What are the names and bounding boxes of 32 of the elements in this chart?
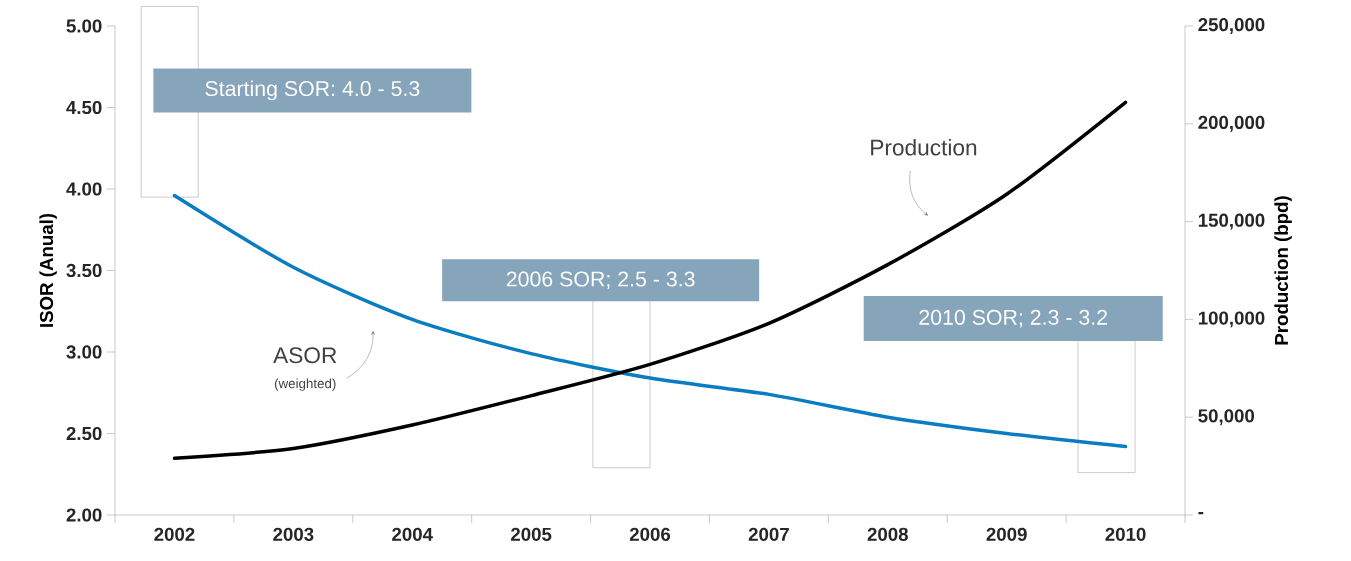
text: ASOR [273,347,337,364]
y-tick-label: 3.00 [66,345,102,359]
x-tick-label: 2008 [867,527,908,541]
line-series [172,100,1128,461]
annotation: 2010 SOR; 2.3 - 3.2 [919,309,1107,328]
x-tick-label: 2003 [273,527,314,541]
x-tick-label: 2010 [1105,527,1146,541]
y2-tick-label: 150,000 [1198,213,1265,230]
x-tick-label: 2005 [511,527,552,541]
x-tick-label: 2002 [154,527,195,541]
annotation: Starting SOR: 4.0 - 5.3 [205,80,420,101]
y2-axis-title: Production (bpd) [1274,196,1292,345]
x-tick-label: 2007 [748,527,789,541]
x-tick-label: 2006 [629,527,671,541]
y-tick-label: 3.50 [66,263,102,278]
y-tick-label: 4.00 [66,182,102,196]
y2-tick-label: 50,000 [1198,409,1255,426]
x-tick-label: 2004 [392,527,433,541]
annotation: (weighted) [274,378,336,391]
y2-tick-label: 200,000 [1198,115,1265,132]
annotation: 2006 SOR; 2.5 - 3.3 [506,271,695,290]
y2-tick-label: 250,000 [1198,18,1265,34]
y-tick-label: 4.50 [66,100,102,115]
y2-tick-label: - [1198,512,1204,515]
y2-tick-label: 100,000 [1198,311,1265,328]
y-axis-title: ISOR (Anual) [39,213,57,327]
text: Production [871,138,977,156]
x-tick-label: 2009 [986,527,1027,541]
line-series [172,193,1128,449]
y-tick-label: 5.00 [66,19,102,33]
y-tick-label: 2.50 [66,426,102,441]
y-tick-label: 2.00 [66,508,102,522]
